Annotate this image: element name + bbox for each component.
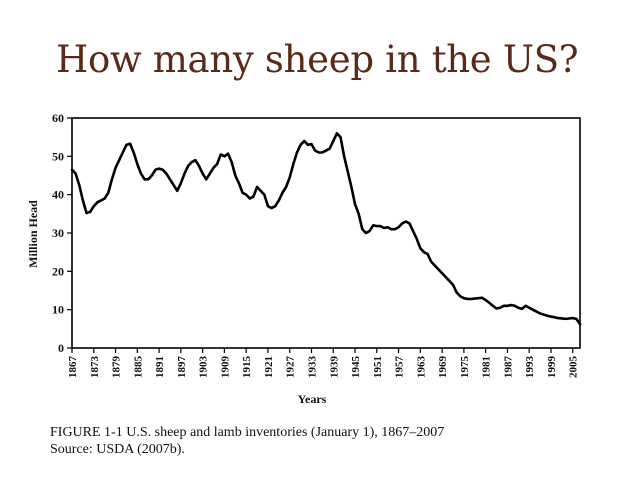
- x-tick-label: 1963: [415, 356, 427, 379]
- y-tick-label: 20: [52, 264, 64, 278]
- series-layer: [70, 132, 582, 326]
- x-tick-label: 1921: [263, 356, 275, 378]
- x-tick-label: 1981: [481, 356, 493, 378]
- x-tick-label: 1885: [132, 356, 144, 379]
- x-tick-label: 1999: [546, 356, 558, 379]
- x-tick-label: 1951: [372, 356, 384, 378]
- y-tick-label: 50: [52, 149, 64, 163]
- y-tick-label: 60: [52, 111, 64, 125]
- x-tick-label: 1903: [198, 356, 210, 379]
- x-tick-label: 1975: [459, 356, 471, 379]
- x-tick-label: 1897: [176, 356, 188, 379]
- x-tick-label: 1945: [350, 356, 362, 379]
- x-tick-label: 1969: [437, 356, 449, 379]
- x-tick-label: 1927: [285, 356, 297, 379]
- x-tick-label: 1987: [502, 356, 514, 379]
- figure-caption: FIGURE 1-1 U.S. sheep and lamb inventori…: [50, 424, 444, 458]
- slide-title: How many sheep in the US?: [56, 38, 579, 81]
- x-tick-label: 1939: [328, 356, 340, 379]
- x-tick-label: 1957: [394, 356, 406, 379]
- x-tick-label: 1993: [524, 356, 536, 379]
- y-tick-label: 10: [52, 303, 64, 317]
- x-tick-label: 1909: [219, 356, 231, 379]
- x-tick-label: 1879: [111, 356, 123, 379]
- x-tick-label: 1891: [154, 356, 166, 378]
- caption-line-1: FIGURE 1-1 U.S. sheep and lamb inventori…: [50, 425, 445, 440]
- x-tick-label: 1933: [306, 356, 318, 379]
- x-tick-label: 2005: [568, 356, 580, 379]
- y-tick-label: 30: [52, 226, 64, 240]
- caption-line-2: Source: USDA (2007b).: [50, 442, 185, 457]
- plot-border: [71, 117, 581, 349]
- y-tick-label: 40: [52, 188, 64, 202]
- x-tick-label: 1873: [89, 356, 101, 379]
- x-axis: 1867 1873 1879 1885 1891 1897 1903 1909 1915 1921…: [67, 348, 580, 378]
- x-tick-label: 1915: [241, 356, 253, 379]
- x-tick-label: 1867: [67, 356, 79, 379]
- y-axis-label: Million Head: [26, 200, 40, 268]
- x-axis-label: Years: [298, 392, 327, 406]
- series-line-0: [70, 132, 582, 326]
- y-axis: 0 10 20 30 40 50 60: [52, 111, 72, 355]
- plot-frame: [71, 117, 581, 349]
- y-tick-label: 0: [58, 341, 64, 355]
